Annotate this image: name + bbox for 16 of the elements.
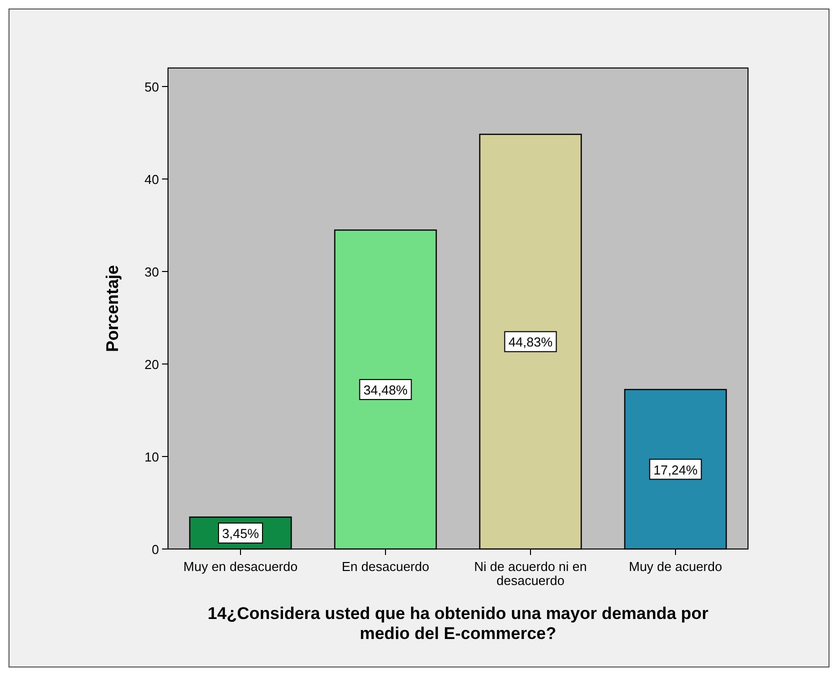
data-label: 44,83%: [508, 334, 553, 350]
y-tick-label: 10: [144, 450, 159, 464]
data-label: 17,24%: [653, 462, 698, 478]
data-label: 34,48%: [363, 382, 408, 398]
x-tick-label: Muy de acuerdo: [628, 559, 722, 574]
x-axis-title: 14¿Considera usted que ha obtenido una mayor demanda por medio del E-commerce?: [208, 604, 709, 643]
x-tick-label: Ni de acuerdo ni en desacuerdo: [474, 559, 587, 588]
y-tick-label: 0: [152, 542, 159, 557]
data-label: 3,45%: [222, 526, 260, 542]
x-tick-label: Muy en desacuerdo: [183, 559, 298, 574]
y-tick-label: 50: [144, 80, 159, 94]
x-tick-label: En desacuerdo: [342, 559, 430, 574]
y-tick-label: 40: [144, 172, 159, 187]
y-axis-title: Porcentaje: [103, 265, 122, 352]
y-tick-label: 20: [144, 357, 159, 372]
y-tick-label: 30: [144, 264, 159, 280]
